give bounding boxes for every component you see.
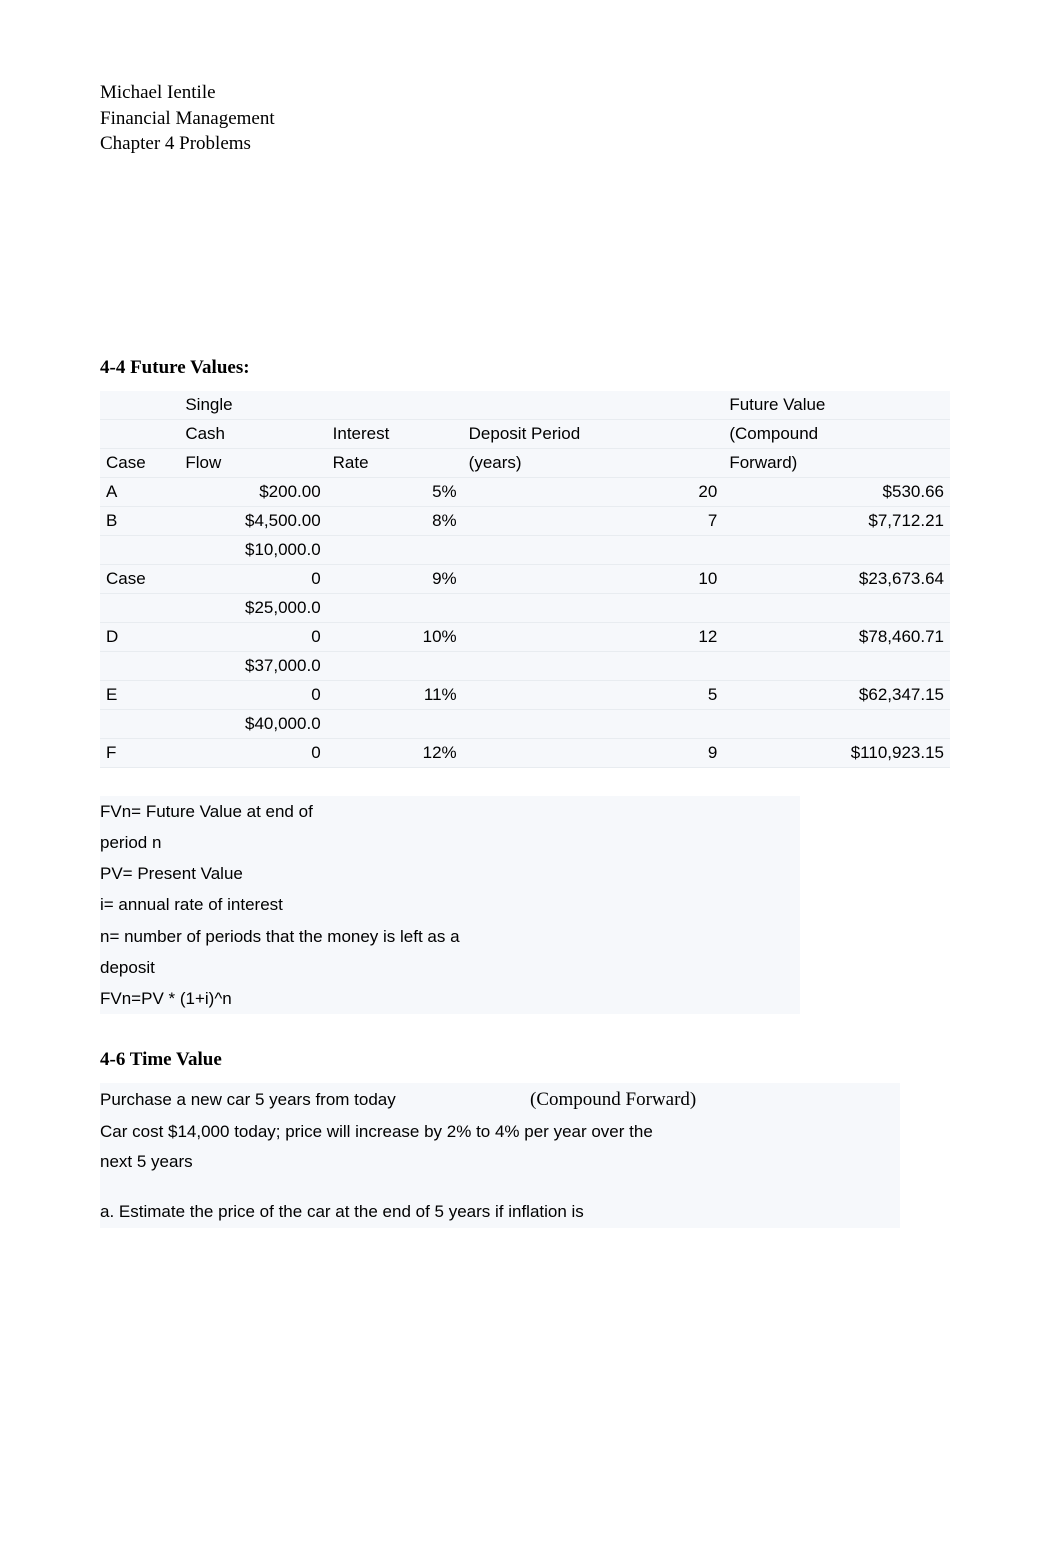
col-header-scf-l1: Single: [179, 391, 326, 420]
cell-fv: $23,673.64: [723, 564, 950, 593]
cell-case: A: [100, 477, 179, 506]
cell-scf: 0: [179, 622, 326, 651]
cell-rate: 5%: [327, 477, 463, 506]
table-row: F 0 12% 9 $110,923.15: [100, 738, 950, 767]
note-line: deposit: [100, 952, 800, 983]
cell-fv: $62,347.15: [723, 680, 950, 709]
cell-scf: 0: [179, 738, 326, 767]
time-value-block: Purchase a new car 5 years from today (C…: [100, 1083, 900, 1227]
cell-dep: 20: [463, 477, 724, 506]
table-row: D 0 10% 12 $78,460.71: [100, 622, 950, 651]
note-line: FVn= Future Value at end of: [100, 796, 800, 827]
cell-scf-top: $40,000.0: [179, 709, 326, 738]
cell-fv: $7,712.21: [723, 506, 950, 535]
formula-notes: FVn= Future Value at end of period n PV=…: [100, 796, 800, 1014]
col-header-fv-l1: Future Value: [723, 391, 950, 420]
note-line: FVn=PV * (1+i)^n: [100, 983, 800, 1014]
section-title-4-6: 4-6 Time Value: [100, 1049, 962, 1071]
header-author: Michael Ientile: [100, 80, 962, 106]
table-row: $37,000.0: [100, 651, 950, 680]
cell-fv: $530.66: [723, 477, 950, 506]
note-line: PV= Present Value: [100, 858, 800, 889]
cell-scf: 0: [179, 680, 326, 709]
cell-rate: 10%: [327, 622, 463, 651]
cell-scf-top: $25,000.0: [179, 593, 326, 622]
cell-rate: 11%: [327, 680, 463, 709]
table-row: A $200.00 5% 20 $530.66: [100, 477, 950, 506]
document-page: Michael Ientile Financial Management Cha…: [0, 0, 1062, 1428]
header-course: Financial Management: [100, 106, 962, 132]
col-header-dep-l2: (years): [463, 448, 724, 477]
cell-dep: 10: [463, 564, 724, 593]
table-row: E 0 11% 5 $62,347.15: [100, 680, 950, 709]
header-chapter: Chapter 4 Problems: [100, 131, 962, 157]
cell-scf-top: $37,000.0: [179, 651, 326, 680]
col-header-rate-l1: Interest: [327, 419, 463, 448]
cell-fv: $78,460.71: [723, 622, 950, 651]
section-title-4-4: 4-4 Future Values:: [100, 357, 962, 379]
note-line: i= annual rate of interest: [100, 889, 800, 920]
cell-case: B: [100, 506, 179, 535]
tv-line-a: a. Estimate the price of the car at the …: [100, 1197, 900, 1227]
cell-scf: 0: [179, 564, 326, 593]
col-header-dep-l1: Deposit Period: [463, 419, 724, 448]
table-row: Case 0 9% 10 $23,673.64: [100, 564, 950, 593]
table-row: $40,000.0: [100, 709, 950, 738]
cell-scf-top: $10,000.0: [179, 535, 326, 564]
tv-spacer: [100, 1177, 900, 1197]
cell-dep: 12: [463, 622, 724, 651]
table-row: $25,000.0: [100, 593, 950, 622]
table-row: $10,000.0: [100, 535, 950, 564]
cell-case: F: [100, 738, 179, 767]
cell-case: Case: [100, 564, 179, 593]
cell-case: D: [100, 622, 179, 651]
cell-dep: 9: [463, 738, 724, 767]
col-header-rate-l2: Rate: [327, 448, 463, 477]
col-header-scf-l3: Flow: [179, 448, 326, 477]
col-header-case: Case: [100, 448, 179, 477]
cell-rate: 12%: [327, 738, 463, 767]
cell-scf: $200.00: [179, 477, 326, 506]
col-header-scf-l2: Cash: [179, 419, 326, 448]
table-row: B $4,500.00 8% 7 $7,712.21: [100, 506, 950, 535]
col-header-fv-l3: Forward): [723, 448, 950, 477]
cell-dep: 7: [463, 506, 724, 535]
note-line: period n: [100, 827, 800, 858]
note-line: n= number of periods that the money is l…: [100, 921, 800, 952]
cell-fv: $110,923.15: [723, 738, 950, 767]
cell-dep: 5: [463, 680, 724, 709]
cell-case: E: [100, 680, 179, 709]
tv-line: Car cost $14,000 today; price will incre…: [100, 1117, 900, 1147]
tv-line: Purchase a new car 5 years from today (C…: [100, 1083, 900, 1116]
cell-scf: $4,500.00: [179, 506, 326, 535]
cell-rate: 9%: [327, 564, 463, 593]
future-values-table: Single Future Value Cash Interest Deposi…: [100, 391, 950, 768]
col-header-fv-l2: (Compound: [723, 419, 950, 448]
tv-line1-left: Purchase a new car 5 years from today: [100, 1087, 530, 1113]
tv-line1-right: (Compound Forward): [530, 1085, 696, 1114]
tv-line: next 5 years: [100, 1147, 900, 1177]
cell-rate: 8%: [327, 506, 463, 535]
document-header: Michael Ientile Financial Management Cha…: [100, 80, 962, 157]
